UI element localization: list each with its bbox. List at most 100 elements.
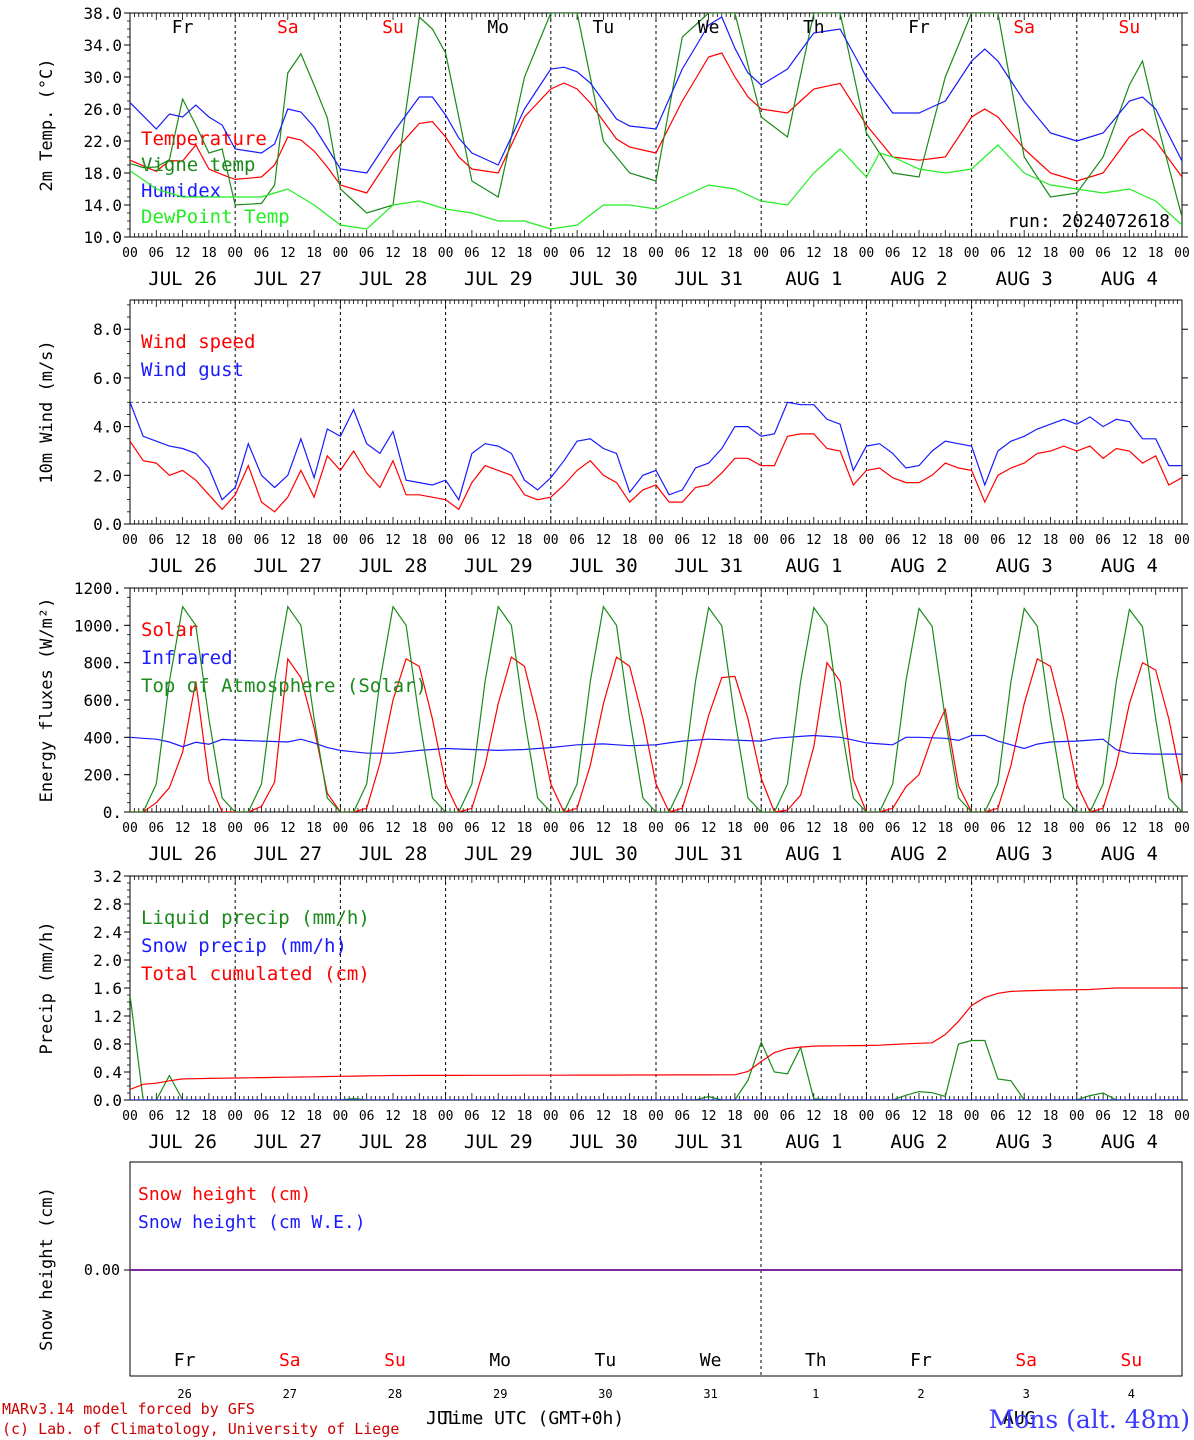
y-tick-label: 30.0	[83, 68, 122, 87]
y-tick-label: 38.0	[83, 4, 122, 23]
month-label-jul: JUL	[426, 1408, 459, 1429]
hour-tick-label: 00	[1174, 533, 1190, 548]
snow-ylabel: Snow height (cm)	[37, 1187, 57, 1351]
hour-tick-label: 18	[622, 1109, 638, 1124]
hour-tick-label: 18	[411, 246, 427, 261]
hour-tick-label: 18	[727, 821, 743, 836]
footer-day-number: 30	[598, 1387, 612, 1401]
hour-tick-label: 06	[780, 533, 796, 548]
day-label: AUG 1	[785, 843, 842, 865]
credit-model: MARv3.14 model forced by GFS	[2, 1400, 255, 1418]
hour-tick-label: 00	[543, 533, 559, 548]
hour-tick-label: 06	[359, 246, 375, 261]
hour-tick-label: 18	[411, 821, 427, 836]
y-tick-label: 14.0	[83, 196, 122, 215]
hour-tick-label: 12	[806, 533, 822, 548]
hour-tick-label: 00	[1174, 1109, 1190, 1124]
day-label: JUL 31	[674, 1131, 743, 1153]
hour-tick-label: 06	[359, 1109, 375, 1124]
series-line-total-cumulated-cm-	[130, 987, 1182, 1091]
day-label: JUL 28	[359, 843, 428, 865]
series-line-wind-speed	[130, 433, 1182, 513]
run-annotation: run: 2024072618	[1007, 211, 1170, 232]
y-tick-label: 4.0	[93, 418, 122, 437]
hour-tick-label: 12	[701, 246, 717, 261]
hour-tick-label: 18	[832, 246, 848, 261]
footer-day-number: 3	[1023, 1387, 1030, 1401]
hour-tick-label: 18	[727, 1109, 743, 1124]
hour-tick-label: 06	[464, 533, 480, 548]
hour-tick-label: 18	[1148, 533, 1164, 548]
hour-tick-label: 06	[359, 821, 375, 836]
y-tick-label: 1200.	[74, 579, 122, 598]
y-tick-label: 1000.	[74, 616, 122, 635]
legend-entry: DewPoint Temp	[141, 206, 290, 228]
y-tick-label: 0.0	[93, 515, 122, 534]
hour-tick-label: 06	[885, 1109, 901, 1124]
footer-day-number: 4	[1128, 1387, 1135, 1401]
hour-tick-label: 00	[122, 821, 138, 836]
hour-tick-label: 06	[1095, 821, 1111, 836]
hour-tick-label: 00	[438, 533, 454, 548]
day-label: JUL 27	[253, 843, 322, 865]
snow-weekday-label: Th	[805, 1350, 827, 1371]
hour-tick-label: 12	[490, 1109, 506, 1124]
hour-tick-label: 06	[780, 246, 796, 261]
hour-tick-label: 00	[227, 533, 243, 548]
hour-tick-label: 18	[306, 1109, 322, 1124]
hour-tick-label: 18	[411, 533, 427, 548]
hour-tick-label: 00	[753, 821, 769, 836]
hour-tick-label: 06	[464, 246, 480, 261]
day-label: JUL 31	[674, 268, 743, 290]
snow-weekday-label: Fr	[910, 1350, 932, 1371]
hour-tick-label: 06	[464, 1109, 480, 1124]
hour-tick-label: 06	[1095, 533, 1111, 548]
day-label: JUL 26	[148, 555, 217, 577]
day-label: JUL 27	[253, 1131, 322, 1153]
y-tick-label: 8.0	[93, 320, 122, 339]
legend-entry: Infrared	[141, 647, 233, 669]
hour-tick-label: 12	[385, 821, 401, 836]
hour-tick-label: 18	[1043, 533, 1059, 548]
snow-legend-cm: Snow height (cm)	[138, 1184, 311, 1205]
x-axis-title: Time UTC (GMT+0h)	[440, 1408, 624, 1429]
hour-tick-label: 12	[596, 1109, 612, 1124]
hour-tick-label: 00	[964, 533, 980, 548]
y-tick-label: 200.	[83, 766, 122, 785]
hour-tick-label: 06	[148, 533, 164, 548]
hour-tick-label: 18	[832, 533, 848, 548]
hour-tick-label: 12	[1122, 533, 1138, 548]
hour-tick-label: 18	[517, 821, 533, 836]
legend-entry: Liquid precip (mm/h)	[141, 907, 370, 929]
hour-tick-label: 00	[753, 1109, 769, 1124]
y-tick-label: 34.0	[83, 36, 122, 55]
y-tick-label: 400.	[83, 728, 122, 747]
hour-tick-label: 00	[859, 1109, 875, 1124]
hour-tick-label: 00	[1069, 821, 1085, 836]
day-label: JUL 29	[464, 268, 533, 290]
hour-tick-label: 12	[490, 533, 506, 548]
hour-tick-label: 12	[701, 533, 717, 548]
day-label: AUG 4	[1101, 843, 1158, 865]
hour-tick-label: 00	[543, 821, 559, 836]
hour-tick-label: 06	[885, 821, 901, 836]
hour-tick-label: 12	[490, 821, 506, 836]
series-line-vigne-temp	[130, 13, 1182, 218]
hour-tick-label: 12	[175, 533, 191, 548]
weekday-label: Sa	[1013, 17, 1035, 38]
hour-tick-label: 06	[569, 533, 585, 548]
hour-tick-label: 12	[490, 246, 506, 261]
snow-weekday-label: Sa	[279, 1350, 301, 1371]
weekday-label: We	[698, 17, 720, 38]
day-label: JUL 29	[464, 843, 533, 865]
hour-tick-label: 06	[885, 533, 901, 548]
day-label: AUG 4	[1101, 1131, 1158, 1153]
snow-weekday-label: Su	[1121, 1350, 1143, 1371]
hour-tick-label: 12	[1122, 1109, 1138, 1124]
hour-tick-label: 12	[701, 821, 717, 836]
y-tick-label: 6.0	[93, 369, 122, 388]
hour-tick-label: 18	[937, 533, 953, 548]
hour-tick-label: 06	[674, 821, 690, 836]
hour-tick-label: 12	[701, 1109, 717, 1124]
